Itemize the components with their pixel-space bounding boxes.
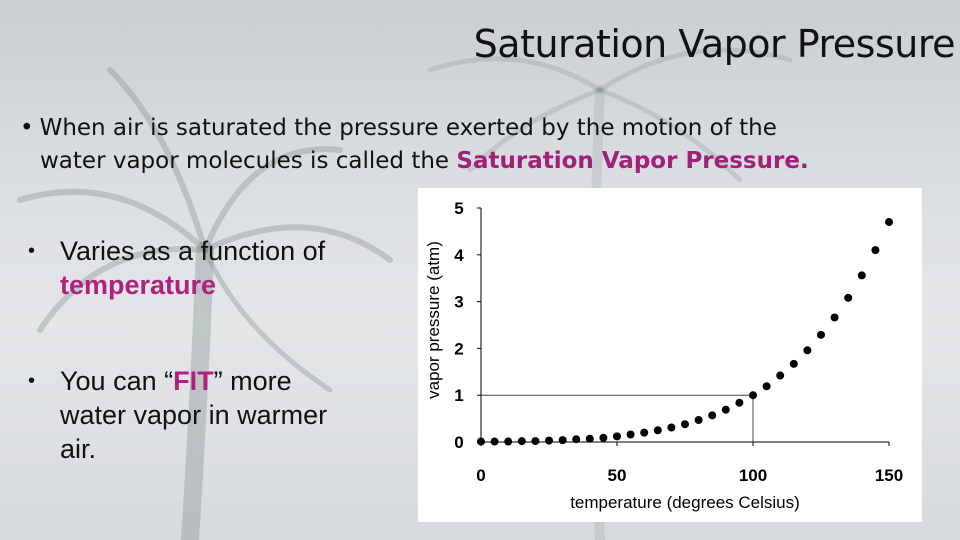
main-bullet-highlight: Saturation Vapor Pressure. [456,148,809,174]
bullet-glyph: • [20,115,34,141]
y-axis-label: vapor pressure (atm) [424,241,443,399]
data-point [857,271,866,280]
data-point [558,436,567,445]
y-tick-label: 0 [454,433,463,452]
bullet-glyph: • [28,240,36,262]
sub-bullet-text-after: ” more water vapor in warmer air. [60,366,328,464]
data-point [789,359,798,368]
data-point [613,432,621,441]
y-tick-label: 1 [454,386,463,405]
x-tick-label: 0 [476,466,485,485]
data-point [844,293,853,302]
y-tick-label: 4 [454,246,464,265]
data-point [776,371,785,380]
sub-bullet-text: Varies as a function of temperature [28,234,358,302]
main-bullet: • When air is saturated the pressure exer… [20,112,920,178]
data-point [599,433,608,442]
data-point [830,313,839,322]
sub-bullet-text-before: You can “ [60,366,174,396]
data-point [504,437,513,446]
data-point [490,437,499,446]
data-point [545,436,553,445]
bullet-glyph: • [28,370,36,392]
data-point [803,346,812,355]
data-point [885,218,893,227]
x-axis-label: temperature (degrees Celsius) [570,493,800,512]
x-tick-label: 50 [608,466,627,485]
main-bullet-line2: water vapor molecules is called the [40,148,457,174]
data-point [762,382,771,391]
data-point [572,435,581,444]
data-point [694,416,703,425]
x-tick-label: 100 [739,466,767,485]
data-point [721,405,730,414]
sub-bullet-text: You can “FIT” more water vapor in warmer… [28,364,358,466]
main-bullet-line2-wrap: water vapor molecules is called the Satu… [20,145,920,178]
sub-bullet-highlight: FIT [173,366,214,396]
data-point [735,398,744,407]
data-point [585,434,594,443]
sub-bullet-text-before: Varies as a function of [60,236,326,266]
data-point [531,437,540,446]
data-point [871,246,880,255]
data-point [477,437,485,446]
data-point [708,411,717,420]
data-point [749,391,757,400]
data-point [653,426,662,435]
data-point [640,428,649,437]
sub-bullet-temperature: • Varies as a function of temperature [28,234,358,302]
slide-title: Saturation Vapor Pressure [473,22,956,66]
y-tick-label: 5 [454,199,463,218]
x-tick-label: 150 [875,466,903,485]
main-bullet-line1: When air is saturated the pressure exert… [39,115,777,141]
sub-bullet-highlight: temperature [60,270,217,300]
data-point [517,437,526,446]
y-tick-label: 2 [454,339,463,358]
data-point [667,423,676,432]
sub-bullet-fit: • You can “FIT” more water vapor in warm… [28,364,358,466]
data-point [626,430,635,439]
data-point [817,330,825,339]
chart-panel: 0 1 2 3 4 5 0 50 100 150 temperature (degrees Cels… [418,188,922,522]
y-tick-label: 3 [454,293,463,312]
data-point [681,420,689,429]
